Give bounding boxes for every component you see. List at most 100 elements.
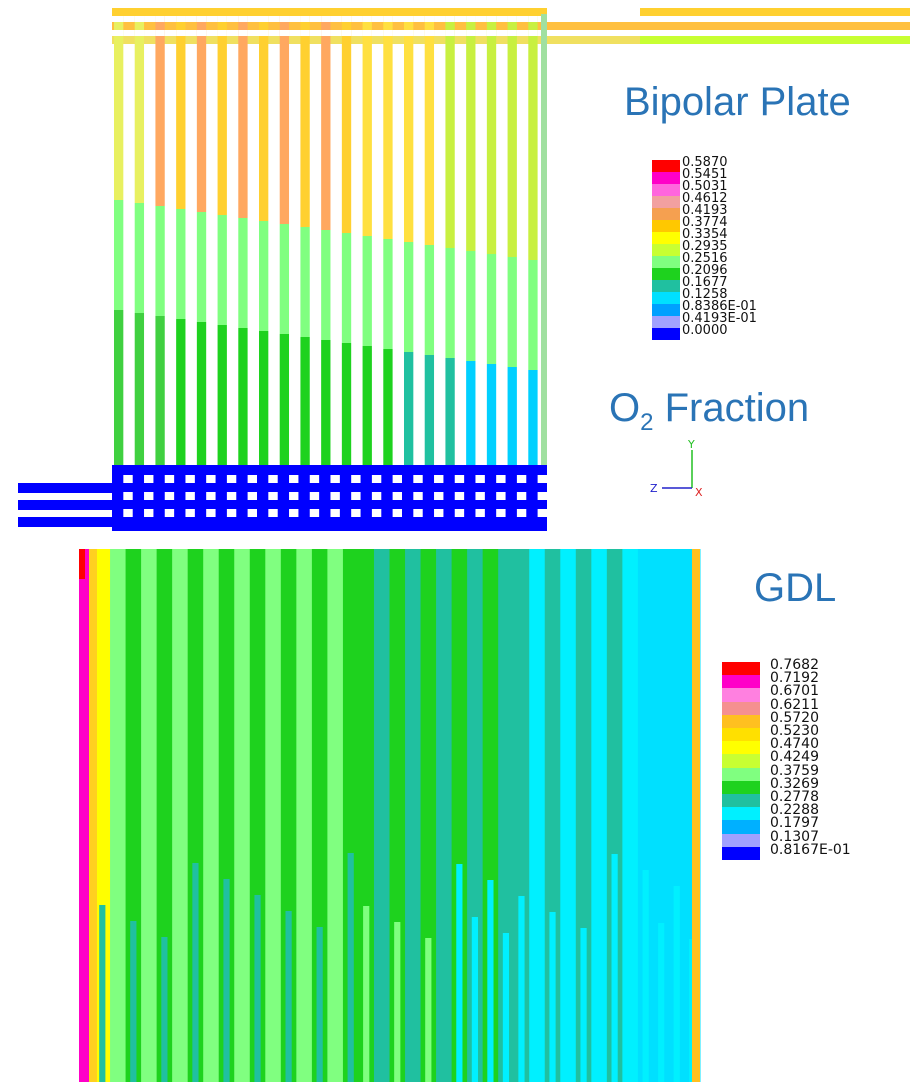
gdl-stripe — [94, 549, 111, 1082]
legend-top-swatch — [652, 280, 680, 292]
legend-top-swatch — [652, 196, 680, 208]
gdl-stripe — [436, 549, 453, 1082]
channel-lower — [486, 364, 497, 465]
channel-mid — [259, 221, 269, 331]
gdl-stripe — [311, 549, 328, 1082]
title-gdl: GDL — [754, 566, 837, 610]
legend-bottom-tick-label: 0.3269 — [770, 775, 819, 792]
legend-top-swatch — [652, 160, 680, 172]
gdl-stripe — [373, 549, 390, 1082]
gdl-stripe — [606, 549, 623, 1082]
channel-mid — [176, 209, 186, 319]
crossbar-gap — [279, 16, 290, 22]
channel-lower — [176, 319, 186, 465]
inlet-gap — [496, 475, 506, 483]
inlet-gap — [496, 492, 506, 500]
legend-top-swatch — [652, 328, 680, 340]
legend-top-tick-label: 0.1258 — [682, 287, 728, 302]
crossbar-gap — [134, 16, 145, 22]
gdl-stripe — [141, 549, 158, 1082]
crossbar-gap — [217, 30, 227, 36]
crossbar-gap — [466, 16, 476, 22]
gdl-stripe — [218, 549, 235, 1082]
channel-lower — [507, 367, 517, 465]
crossbar-gap — [300, 30, 310, 36]
channel-lower — [279, 334, 290, 465]
inlet-gap — [392, 509, 402, 517]
inlet-gap — [206, 492, 216, 500]
legend-bottom-swatch — [722, 662, 760, 676]
legend-top-swatch — [652, 172, 680, 184]
inlet-gap — [144, 475, 154, 483]
title-o2-fraction: O2 Fraction — [609, 386, 809, 437]
channel-lower — [404, 352, 414, 465]
inlet-gap — [537, 509, 547, 517]
channel-upper — [321, 16, 331, 230]
legend-bottom-tick-label: 0.7192 — [770, 670, 819, 687]
channel-upper — [217, 16, 227, 215]
crossbar-gap — [259, 16, 269, 22]
gdl-tongue — [130, 921, 137, 1082]
inlet-gap — [164, 475, 175, 483]
inlet-gap — [309, 492, 320, 500]
crossbar-gap — [528, 30, 538, 36]
inlet-gap — [475, 475, 485, 483]
inlet-gap — [434, 509, 444, 517]
inlet-gap — [454, 509, 465, 517]
legend-bottom-swatch — [722, 846, 760, 860]
legend-bottom-tick-label: 0.3759 — [770, 762, 819, 779]
channel-mid — [341, 233, 352, 343]
channel-upper — [486, 16, 497, 254]
inlet-gap — [289, 509, 299, 517]
inlet-gap — [371, 492, 382, 500]
crossbar-gap — [196, 16, 207, 22]
inlet-gap — [392, 492, 402, 500]
legend-bottom-swatch — [722, 741, 760, 755]
gdl-right-edge — [692, 549, 700, 1082]
gdl-tongue — [518, 896, 525, 1082]
legend-bottom-tick-label: 0.6701 — [770, 683, 819, 700]
crossbar-gap — [362, 30, 372, 36]
inlet-gap — [206, 475, 216, 483]
channel-mid — [114, 200, 124, 310]
inlet-band — [18, 483, 112, 493]
crossbar-gap — [155, 16, 165, 22]
legend-bottom-tick-label: 0.2778 — [770, 789, 819, 805]
inlet-gap — [413, 492, 423, 500]
gdl-tongue — [332, 890, 339, 1082]
legend-bottom-tick-label: 0.1307 — [770, 828, 819, 845]
crossbar-gap — [259, 30, 269, 36]
channel-mid — [528, 260, 538, 370]
channel-lower — [155, 316, 165, 465]
inlet-gap — [185, 492, 195, 500]
inlet-gap — [537, 475, 547, 483]
gdl-stripe — [467, 549, 484, 1082]
inlet-gap — [123, 509, 133, 517]
inlet-gap — [268, 475, 278, 483]
inlet-gap — [330, 509, 340, 517]
channel-upper — [238, 16, 248, 218]
crossbar-gap — [176, 16, 186, 22]
legend-bottom-swatch — [722, 833, 760, 847]
inlet-gap — [185, 475, 195, 483]
crossbar-gap — [321, 16, 331, 22]
inlet-gap — [454, 475, 465, 483]
legend-top-swatch — [652, 244, 680, 256]
gdl-tongue — [580, 928, 587, 1082]
legend-bottom-swatch — [722, 714, 760, 728]
inlet-gap — [371, 475, 382, 483]
gdl-tongue — [409, 885, 416, 1082]
crossbar-gap — [279, 30, 290, 36]
crossbar-gap — [300, 16, 310, 22]
crossbar-gap — [486, 30, 497, 36]
channel-lower — [321, 340, 331, 465]
gdl-stripe — [482, 549, 499, 1082]
channel-upper — [528, 16, 538, 260]
legend-top-tick-label: 0.2935 — [682, 239, 728, 254]
gdl-left-edge — [79, 549, 89, 1082]
gdl-tongue — [254, 895, 261, 1082]
crossbar-gap — [238, 30, 248, 36]
legend-top-swatch — [652, 256, 680, 268]
channel-upper — [155, 16, 165, 206]
legend-bottom-tick-label: 0.4249 — [770, 749, 819, 766]
